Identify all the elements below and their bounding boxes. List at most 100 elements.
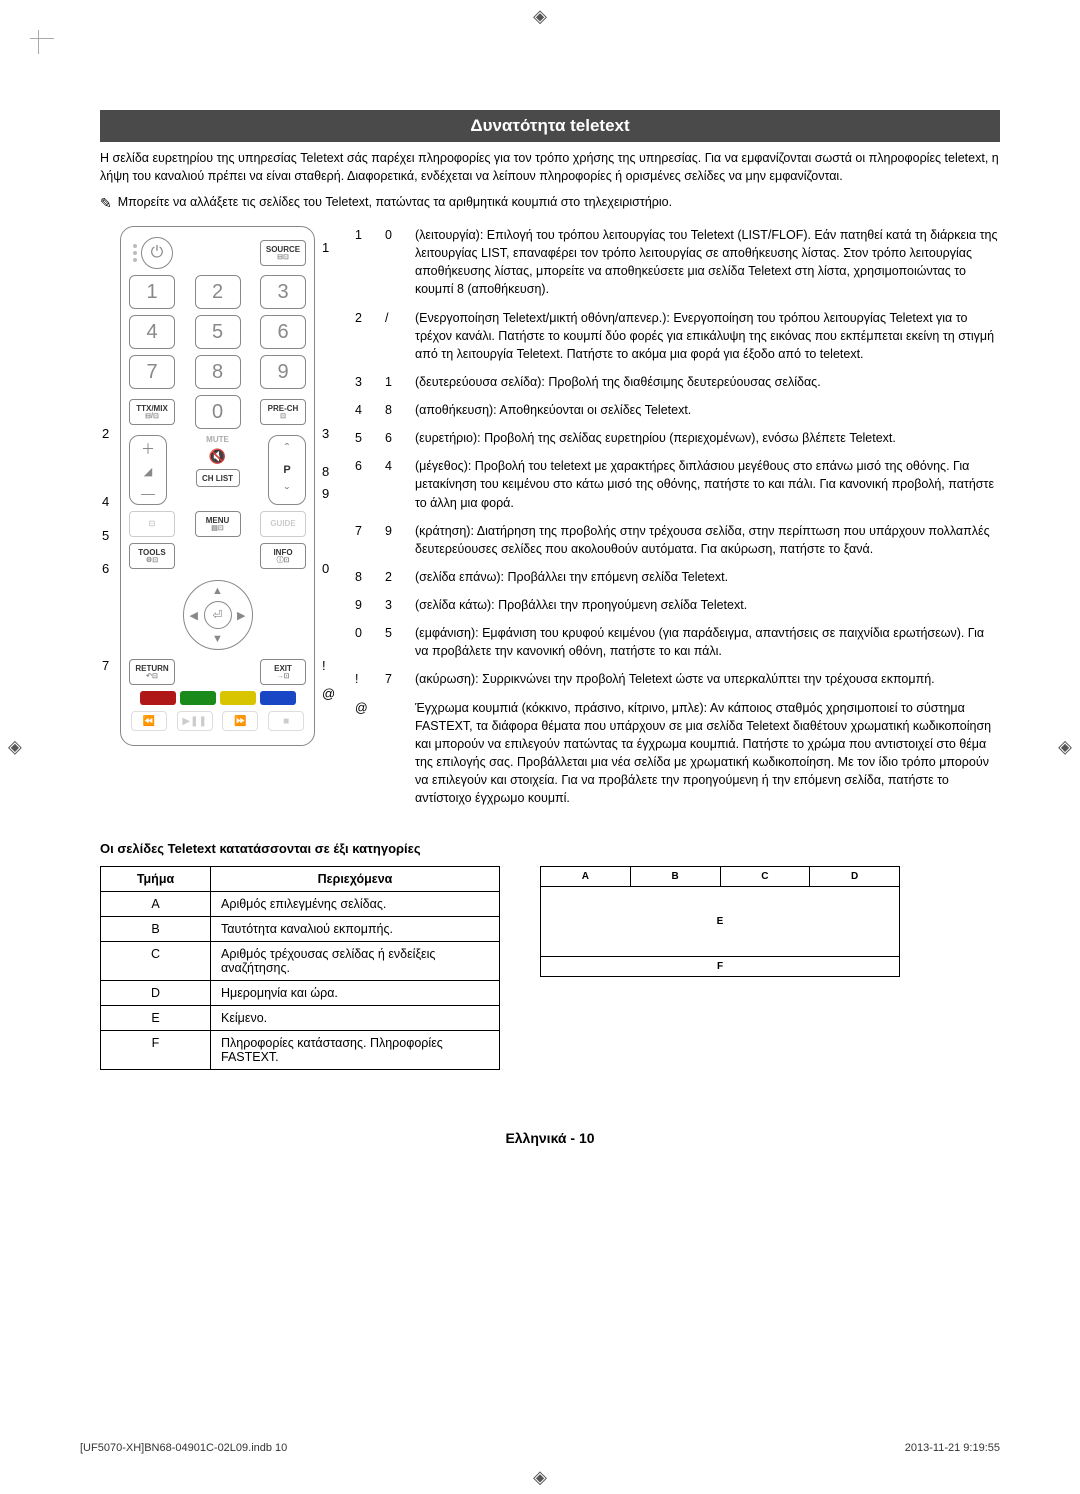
dpad-down-icon: ▼ — [212, 633, 223, 645]
rewind-icon: ⏪ — [131, 711, 167, 731]
cat-desc: Πληροφορίες κατάστασης. Πληροφορίες FAST… — [211, 1031, 500, 1070]
dpad-ok: ⏎ — [204, 601, 232, 629]
desc-index: 2 — [355, 309, 371, 363]
desc-text: (λειτουργία): Επιλογή του τρόπου λειτουρ… — [415, 226, 1000, 299]
desc-text: (δευτερεύουσα σελίδα): Προβολή της διαθέ… — [415, 373, 1000, 391]
categories-heading: Οι σελίδες Teletext κατατάσσονται σε έξι… — [100, 841, 1000, 856]
desc-index: 1 — [355, 226, 371, 299]
desc-row: 82(σελίδα επάνω): Προβάλλει την επόμενη … — [355, 568, 1000, 586]
cat-desc: Αριθμός επιλεγμένης σελίδας. — [211, 892, 500, 917]
description-list: 10(λειτουργία): Επιλογή του τρόπου λειτο… — [355, 226, 1000, 807]
desc-index: 6 — [355, 457, 371, 511]
desc-text: (εμφάνιση): Εμφάνιση του κρυφού κειμένου… — [415, 624, 1000, 660]
cat-part: B — [101, 917, 211, 942]
desc-ref: / — [385, 309, 401, 363]
section-title: Δυνατότητα teletext — [100, 110, 1000, 142]
num-8: 8 — [195, 355, 241, 389]
desc-index: @ — [355, 699, 371, 808]
exit-button: EXIT→⊡ — [260, 659, 306, 685]
ir-dots — [133, 244, 137, 262]
marker-7: 7 — [102, 658, 109, 673]
desc-text: Έγχρωμα κουμπιά (κόκκινο, πράσινο, κίτρι… — [415, 699, 1000, 808]
guide-button: GUIDE — [260, 511, 306, 537]
desc-row: 2/(Ενεργοποίηση Teletext/μικτή οθόνη/απε… — [355, 309, 1000, 363]
num-9: 9 — [260, 355, 306, 389]
marker-6: 6 — [102, 561, 109, 576]
cat-part: D — [101, 981, 211, 1006]
marker-9: 9 — [322, 486, 329, 501]
print-footer: [UF5070-XH]BN68-04901C-02L09.indb 10 201… — [80, 1442, 1000, 1454]
media-buttons: ⏪ ▶❚❚ ⏩ ■ — [129, 711, 306, 731]
info-button: INFOⓘ⊡ — [260, 543, 306, 569]
marker-5: 5 — [102, 528, 109, 543]
crop-mark — [38, 30, 39, 54]
marker-0: 0 — [322, 561, 329, 576]
num-5: 5 — [195, 315, 241, 349]
marker-excl: ! — [322, 658, 326, 673]
table-row: AΑριθμός επιλεγμένης σελίδας. — [101, 892, 500, 917]
reg-mark-left: ◈ — [8, 737, 22, 758]
th-content: Περιεχόμενα — [211, 867, 500, 892]
cell-f: F — [541, 957, 900, 977]
green-button — [180, 691, 216, 705]
table-row: EΚείμενο. — [101, 1006, 500, 1031]
blue-button — [260, 691, 296, 705]
tools-button: TOOLS⚙⊡ — [129, 543, 175, 569]
desc-ref: 1 — [385, 373, 401, 391]
cat-part: A — [101, 892, 211, 917]
cat-part: C — [101, 942, 211, 981]
desc-index: 9 — [355, 596, 371, 614]
desc-index: 7 — [355, 522, 371, 558]
marker-2: 2 — [102, 426, 109, 441]
desc-text: (αποθήκευση): Αποθηκεύονται οι σελίδες T… — [415, 401, 1000, 419]
desc-ref: 4 — [385, 457, 401, 511]
dpad-left-icon: ◀ — [190, 609, 198, 622]
desc-text: (ακύρωση): Συρρικνώνει την προβολή Telet… — [415, 670, 1000, 688]
dpad-right-icon: ▶ — [237, 609, 245, 622]
reg-mark-bottom: ◈ — [533, 1467, 547, 1488]
cell-d: D — [810, 867, 900, 887]
chlist-button: CH LIST — [196, 469, 240, 487]
desc-text: (σελίδα κάτω): Προβάλλει την προηγούμενη… — [415, 596, 1000, 614]
red-button — [140, 691, 176, 705]
marker-4: 4 — [102, 494, 109, 509]
desc-text: (κράτηση): Διατήρηση της προβολής στην τ… — [415, 522, 1000, 558]
ttxmix-button: TTX/MIX⊟/⊡ — [129, 399, 175, 425]
source-button: SOURCE⊟⊡ — [260, 240, 306, 266]
intro-text: Η σελίδα ευρετηρίου της υπηρεσίας Telete… — [100, 150, 1000, 185]
desc-row: 64 (μέγεθος): Προβολή του teletext με χαρ… — [355, 457, 1000, 511]
marker-1: 1 — [322, 240, 329, 255]
desc-ref: 7 — [385, 670, 401, 688]
desc-text: (ευρετήριο): Προβολή της σελίδας ευρετηρ… — [415, 429, 1000, 447]
num-0: 0 — [195, 395, 241, 429]
desc-ref: 8 — [385, 401, 401, 419]
cat-desc: Κείμενο. — [211, 1006, 500, 1031]
note: ✎ Μπορείτε να αλλάξετε τις σελίδες του T… — [100, 195, 1000, 212]
num-3: 3 — [260, 275, 306, 309]
volume-rocker: ＋◢— — [129, 435, 167, 505]
marker-at: @ — [322, 686, 335, 701]
desc-index: 5 — [355, 429, 371, 447]
desc-ref: 9 — [385, 522, 401, 558]
cell-e: E — [541, 887, 900, 957]
cat-part: E — [101, 1006, 211, 1031]
desc-index: 4 — [355, 401, 371, 419]
channel-rocker: ˆPˇ — [268, 435, 306, 505]
num-4: 4 — [129, 315, 175, 349]
table-row: BΤαυτότητα καναλιού εκπομπής. — [101, 917, 500, 942]
desc-row: 56(ευρετήριο): Προβολή της σελίδας ευρετ… — [355, 429, 1000, 447]
num-1: 1 — [129, 275, 175, 309]
cell-c: C — [720, 867, 810, 887]
page-footer: Ελληνικά - 10 — [100, 1130, 1000, 1146]
table-row: FΠληροφορίες κατάστασης. Πληροφορίες FAS… — [101, 1031, 500, 1070]
note-icon: ✎ — [100, 195, 112, 212]
desc-row: 93(σελίδα κάτω): Προβάλλει την προηγούμε… — [355, 596, 1000, 614]
desc-row: @ Έγχρωμα κουμπιά (κόκκινο, πράσινο, κίτρ… — [355, 699, 1000, 808]
desc-row: 05(εμφάνιση): Εμφάνιση του κρυφού κειμέν… — [355, 624, 1000, 660]
cat-desc: Ημερομηνία και ώρα. — [211, 981, 500, 1006]
desc-ref: 2 — [385, 568, 401, 586]
desc-text: (μέγεθος): Προβολή του teletext με χαρακ… — [415, 457, 1000, 511]
remote-diagram: 2 4 5 6 7 1 3 8 9 0 ! @ ⏻ — [100, 226, 335, 746]
return-button: RETURN↶⊡ — [129, 659, 175, 685]
desc-index: 8 — [355, 568, 371, 586]
